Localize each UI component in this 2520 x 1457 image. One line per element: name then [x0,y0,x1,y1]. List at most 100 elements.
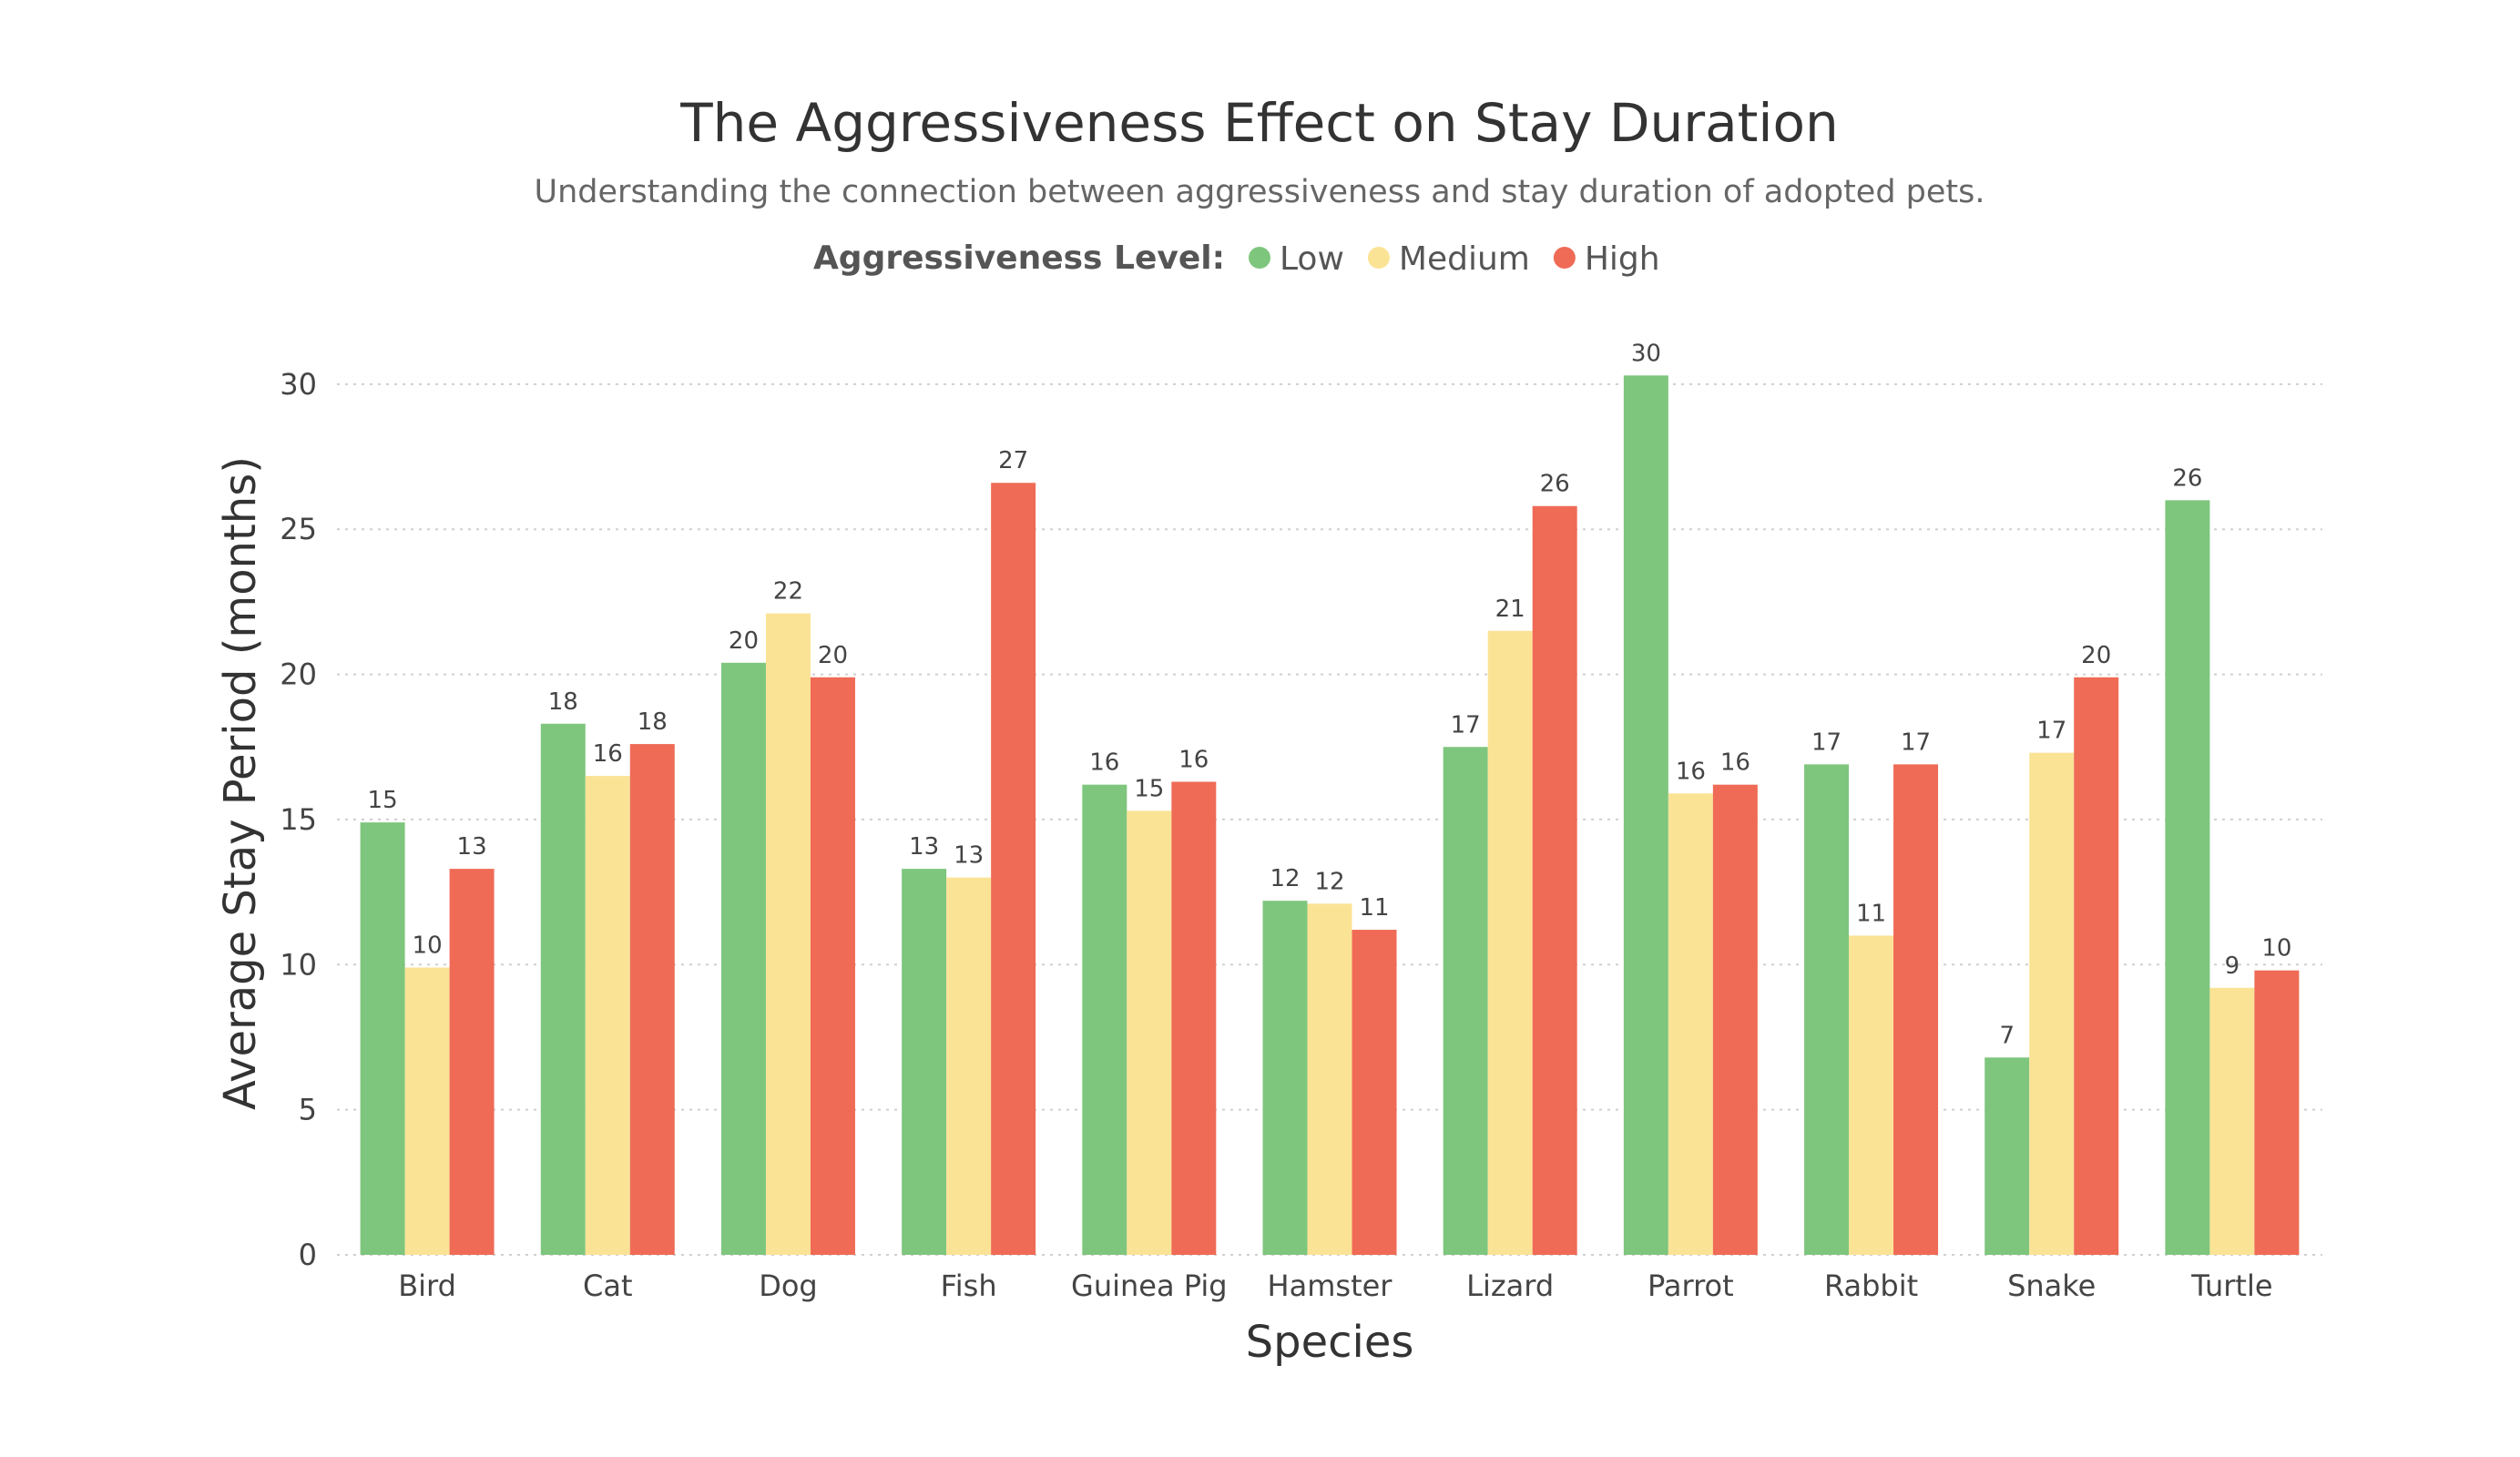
bar-low [2165,500,2210,1255]
data-label: 18 [548,688,578,716]
x-tick-label: Cat [583,1269,633,1303]
x-tick-label: Turtle [2190,1269,2272,1303]
data-label: 7 [1999,1022,2015,1049]
data-label: 13 [909,833,939,861]
bar-medium [1487,630,1533,1255]
bar-high [991,483,1036,1255]
bar-low [1082,784,1127,1255]
legend-label-medium: Medium [1399,240,1530,278]
data-label: 20 [2081,642,2111,669]
legend-marker-high [1553,247,1576,269]
bar-low [1984,1057,2030,1255]
x-tick-label: Parrot [1648,1269,1734,1303]
bar-medium [946,877,992,1255]
data-label: 12 [1314,868,1344,895]
bar-low [720,662,766,1255]
legend-marker-low [1249,247,1270,269]
legend-label-low: Low [1280,240,1344,278]
bar-medium [585,776,630,1255]
bar-low [540,723,586,1255]
y-tick-label: 20 [280,657,317,692]
bar-high [2254,970,2300,1255]
data-label: 16 [1089,749,1119,777]
bar-medium [2209,987,2255,1255]
bar-low [360,822,405,1255]
bar-low [902,869,947,1255]
y-tick-label: 10 [280,947,317,982]
legend: Aggressiveness Level: Low Medium High [813,239,1660,278]
x-axis-ticks: Bird Cat Dog Fish Guinea Pig Hamster Lizard Par… [398,1269,2272,1303]
data-label: 16 [1720,749,1750,777]
bar-low [1443,747,1488,1255]
y-axis-title: Average Stay Period (months) [215,456,266,1110]
bar-high [449,869,495,1255]
x-tick-label: Hamster [1268,1269,1393,1303]
data-label: 10 [413,932,443,959]
y-tick-label: 15 [280,802,317,837]
data-label: 30 [1631,340,1661,367]
bar-high [1352,930,1397,1255]
y-tick-label: 30 [280,367,317,402]
data-label: 16 [593,740,623,768]
bar-medium [765,613,811,1255]
bar-low [1804,764,1850,1255]
bars [360,375,2300,1255]
legend-marker-medium [1367,247,1390,269]
data-label: 27 [998,447,1028,474]
bar-medium [1668,793,1713,1255]
data-label: 9 [2225,953,2240,980]
y-tick-label: 0 [299,1238,317,1272]
bar-high [1171,781,1217,1255]
bar-high [2074,677,2119,1255]
data-label: 26 [1540,471,1570,498]
data-label: 11 [1359,894,1389,922]
bar-low [1623,375,1668,1255]
x-tick-label: Rabbit [1824,1269,1918,1303]
bar-medium [1127,810,1172,1255]
data-label: 17 [2036,718,2066,745]
data-label: 22 [773,578,803,606]
data-label: 12 [1270,865,1300,892]
data-label: 15 [368,787,398,814]
data-label: 21 [1495,596,1525,623]
y-tick-label: 5 [299,1093,317,1127]
bar-medium [404,967,450,1255]
y-tick-label: 25 [280,512,317,546]
chart-title: The Aggressiveness Effect on Stay Durati… [679,92,1839,154]
bar-high [810,677,855,1255]
x-tick-label: Lizard [1466,1269,1554,1303]
x-tick-label: Dog [759,1269,818,1303]
data-label: 11 [1856,900,1886,927]
data-label: 17 [1811,728,1842,756]
bar-high [1532,505,1577,1255]
data-label: 17 [1451,711,1481,739]
bar-medium [2029,752,2075,1255]
x-tick-label: Bird [398,1269,456,1303]
legend-label-high: High [1585,240,1660,278]
data-label: 16 [1178,747,1209,774]
bar-low [1262,901,1308,1255]
bar-high [629,744,675,1255]
data-label: 16 [1676,758,1706,785]
data-label: 10 [2261,935,2291,963]
data-label: 15 [1134,775,1164,802]
data-label: 13 [457,833,487,861]
x-axis-title: Species [1246,1317,1414,1368]
bar-medium [1849,935,1894,1255]
y-axis-ticks: 0 5 10 15 20 25 30 [280,367,317,1272]
legend-title: Aggressiveness Level: [813,239,1225,277]
x-tick-label: Guinea Pig [1071,1269,1228,1303]
data-label: 26 [2172,464,2202,492]
x-tick-label: Snake [2007,1269,2096,1303]
data-label: 20 [729,627,759,655]
data-label: 13 [954,842,984,870]
data-labels: 15 10 13 18 16 18 20 22 20 13 13 27 16 15 16 12 12 11 17 21… [368,340,2292,1049]
x-tick-label: Fish [941,1269,997,1303]
data-label: 20 [818,642,848,669]
data-label: 18 [638,708,668,736]
bar-high [1893,764,1939,1255]
bar-high [1712,784,1758,1255]
chart-subtitle: Understanding the connection between agg… [535,174,1985,210]
data-label: 17 [1901,728,1931,756]
